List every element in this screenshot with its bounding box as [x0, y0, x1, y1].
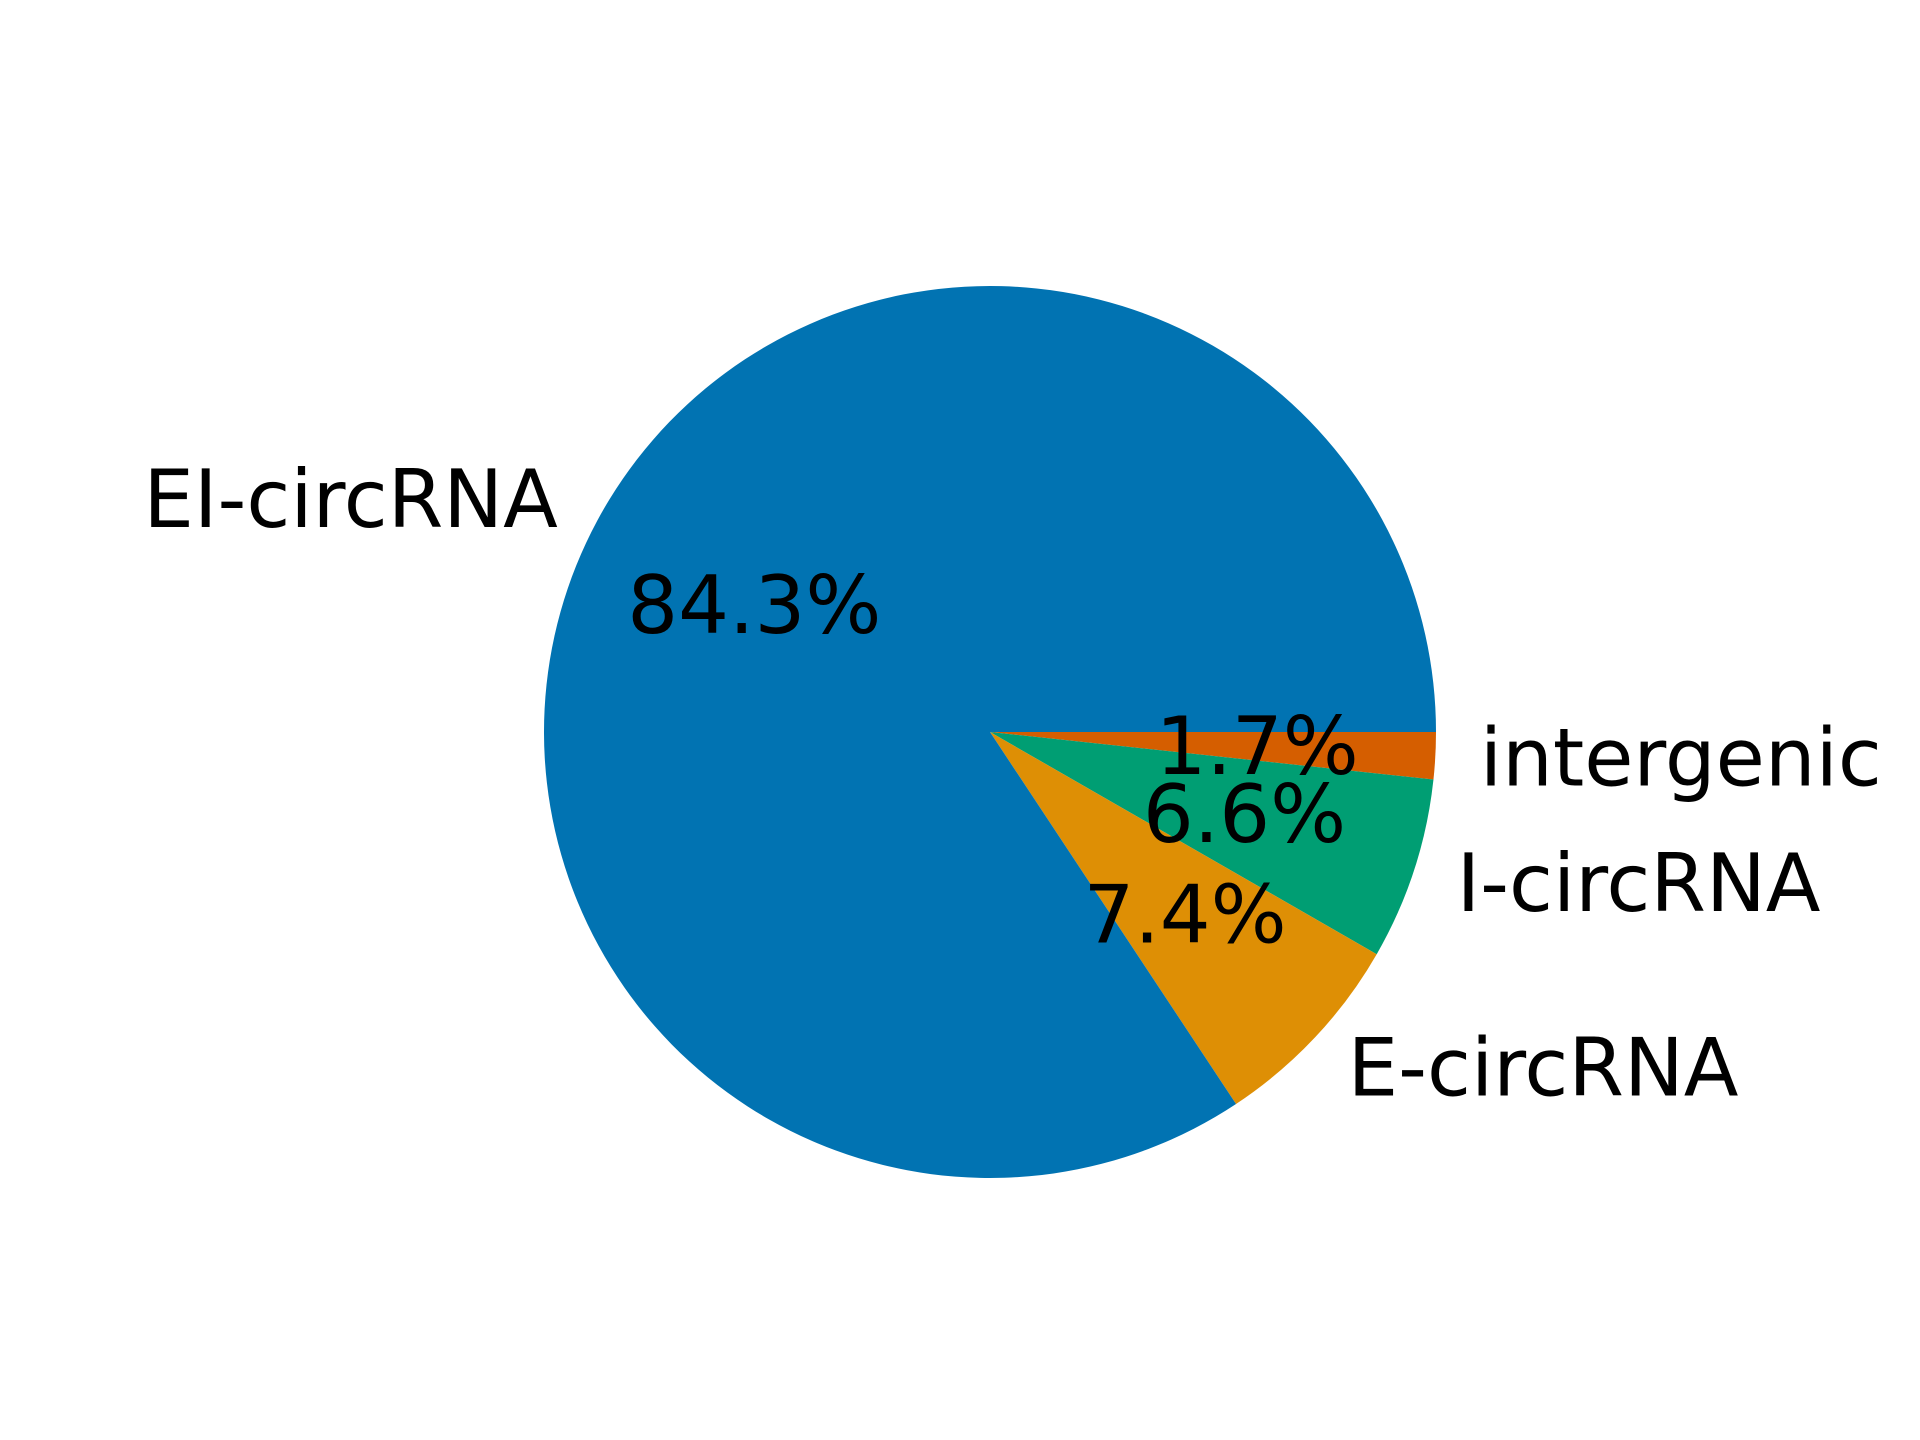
pie-slice-i-circrna — [990, 732, 1434, 955]
slice-percent-ei-circrna: 84.3% — [627, 559, 881, 652]
slice-label-ei-circrna: EI-circRNA — [143, 453, 558, 546]
pie-slice-intergenic — [990, 732, 1436, 780]
slice-label-i-circrna: I-circRNA — [1457, 837, 1821, 930]
slice-label-intergenic: intergenic — [1480, 712, 1882, 805]
slice-label-e-circrna: E-circRNA — [1348, 1021, 1739, 1114]
slice-percent-intergenic: 1.7% — [1156, 700, 1359, 793]
slice-percent-e-circrna: 7.4% — [1083, 869, 1286, 962]
slice-percent-i-circrna: 6.6% — [1143, 768, 1346, 861]
pie-slice-ei-circrna — [544, 286, 1436, 1178]
pie-slices — [544, 286, 1436, 1178]
pie-labels: intergenic 1.7% I-circRNA 6.6% E-circRNA 7.4%… — [143, 453, 1881, 1114]
pie-slice-e-circrna — [990, 732, 1377, 1104]
